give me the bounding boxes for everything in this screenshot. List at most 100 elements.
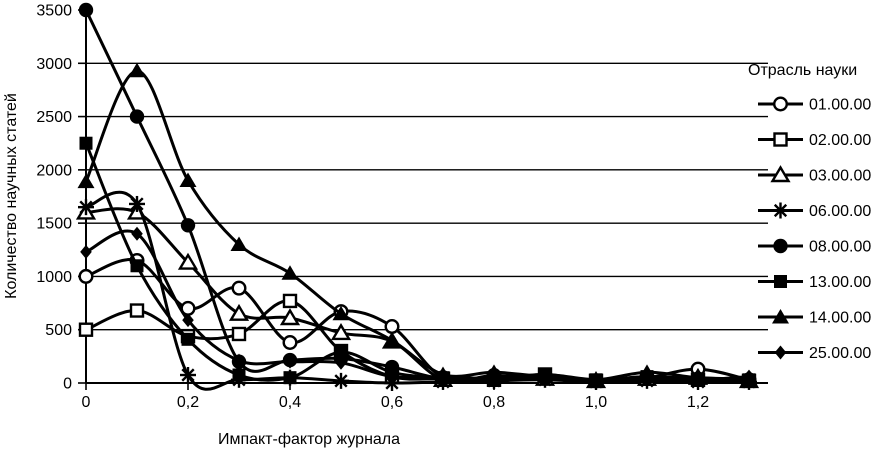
- marker-diamond-filled: [233, 353, 245, 368]
- marker-diamond-filled: [335, 355, 347, 370]
- gridlines: [86, 62, 768, 331]
- tick-labels: 0 500 1000 1500 2000 2500 3000 3500 0 0,2 0,4 0,6 0,…: [36, 3, 709, 412]
- legend-item-13.00.00: 13.00.00: [758, 274, 871, 291]
- marker-square-filled: [774, 275, 787, 288]
- marker-square-filled: [232, 368, 246, 382]
- x-tick-label: 1,2: [687, 394, 709, 411]
- legend-label: 14.00.00: [809, 310, 871, 327]
- marker-circle-filled: [773, 238, 788, 254]
- marker-triangle-filled: [281, 265, 299, 280]
- marker-square-open: [282, 293, 298, 309]
- y-tick-label: 1500: [36, 216, 72, 233]
- legend-item-06.00.00: 06.00.00: [758, 202, 871, 220]
- legend-label: 01.00.00: [809, 97, 871, 114]
- marker-diamond-filled: [386, 369, 398, 384]
- y-tick-label: 3500: [36, 3, 72, 20]
- marker-diamond-filled: [131, 226, 143, 241]
- marker-circle-open: [773, 96, 789, 112]
- marker-diamond-filled: [80, 244, 92, 259]
- marker-triangle-filled: [179, 172, 197, 188]
- y-tick-label: 2000: [36, 162, 72, 179]
- marker-circle-filled: [180, 218, 196, 233]
- marker-diamond-filled: [488, 371, 500, 386]
- marker-asterisk: [129, 195, 145, 212]
- marker-triangle-open: [279, 308, 301, 326]
- marker-asterisk: [333, 372, 349, 389]
- data-series: [75, 2, 760, 391]
- y-tick-label: 1000: [36, 269, 72, 286]
- legend-title: Отрасль науки: [748, 62, 857, 79]
- marker-triangle-filled: [77, 173, 95, 189]
- marker-square-open: [129, 303, 145, 318]
- marker-square-open: [773, 132, 788, 147]
- marker-asterisk: [772, 202, 789, 219]
- x-axis-title: Импакт-фактор журнала: [218, 431, 400, 448]
- marker-diamond-filled: [182, 313, 194, 328]
- marker-triangle-filled: [772, 309, 789, 324]
- legend-item-01.00.00: 01.00.00: [758, 96, 871, 114]
- x-tick-label: 1,0: [585, 394, 607, 411]
- marker-diamond-filled: [743, 369, 755, 384]
- marker-square-filled: [283, 371, 297, 385]
- marker-circle-filled: [78, 2, 94, 18]
- x-tick-label: 0,4: [279, 394, 301, 411]
- marker-triangle-filled: [332, 305, 350, 321]
- marker-diamond-filled: [437, 369, 449, 384]
- marker-asterisk: [180, 367, 196, 384]
- tick-marks: [78, 9, 699, 390]
- x-tick-label: 0,6: [381, 394, 403, 411]
- marker-circle-open: [384, 319, 400, 335]
- marker-diamond-filled: [284, 354, 296, 369]
- x-tick-label: 0: [82, 394, 91, 411]
- legend-item-25.00.00: 25.00.00: [758, 345, 871, 362]
- marker-circle-open: [78, 268, 94, 284]
- series-13.00.00: [79, 136, 756, 387]
- marker-square-filled: [181, 332, 195, 346]
- legend-label: 02.00.00: [809, 132, 871, 149]
- series-25.00.00: [80, 226, 755, 388]
- y-tick-label: 2500: [36, 109, 72, 126]
- marker-diamond-filled: [692, 372, 704, 387]
- marker-circle-open: [231, 280, 247, 296]
- marker-triangle-open: [177, 252, 199, 270]
- marker-triangle-open: [330, 323, 352, 341]
- marker-diamond-filled: [774, 345, 787, 360]
- marker-diamond-filled: [641, 369, 653, 384]
- marker-square-filled: [79, 136, 93, 150]
- legend-item-08.00.00: 08.00.00: [758, 239, 871, 256]
- marker-triangle-filled: [230, 236, 248, 251]
- marker-circle-open: [282, 335, 298, 351]
- y-tick-label: 500: [45, 322, 72, 339]
- legend-label: 25.00.00: [809, 345, 871, 362]
- series-line: [84, 9, 750, 383]
- series-line: [85, 207, 750, 384]
- legend-label: 13.00.00: [809, 274, 871, 291]
- legend: 01.00.00 02.00.00 03.00.00 06.00.00 08.00.00…: [758, 96, 871, 362]
- legend-label: 06.00.00: [809, 203, 871, 220]
- legend-item-14.00.00: 14.00.00: [758, 309, 871, 327]
- x-tick-label: 0,8: [483, 394, 505, 411]
- marker-square-filled: [130, 259, 144, 273]
- series-14.00.00: [77, 62, 758, 387]
- marker-square-filled: [334, 345, 348, 359]
- marker-diamond-filled: [539, 370, 551, 385]
- marker-circle-filled: [129, 109, 145, 124]
- marker-triangle-filled: [128, 62, 146, 78]
- x-tick-label: 0,2: [177, 394, 199, 411]
- legend-item-02.00.00: 02.00.00: [758, 132, 871, 149]
- marker-square-open: [78, 322, 94, 337]
- legend-label: 08.00.00: [809, 239, 871, 256]
- legend-label: 03.00.00: [809, 168, 871, 185]
- marker-diamond-filled: [590, 373, 602, 388]
- y-axis-title: Количество научных статей: [3, 93, 20, 299]
- marker-square-open: [231, 326, 247, 342]
- legend-item-03.00.00: 03.00.00: [758, 165, 871, 185]
- y-tick-label: 3000: [36, 56, 72, 73]
- marker-triangle-filled: [485, 364, 503, 379]
- marker-triangle-open: [228, 303, 250, 321]
- marker-triangle-filled: [383, 332, 401, 347]
- marker-asterisk: [78, 199, 94, 216]
- series-01.00.00: [78, 252, 757, 389]
